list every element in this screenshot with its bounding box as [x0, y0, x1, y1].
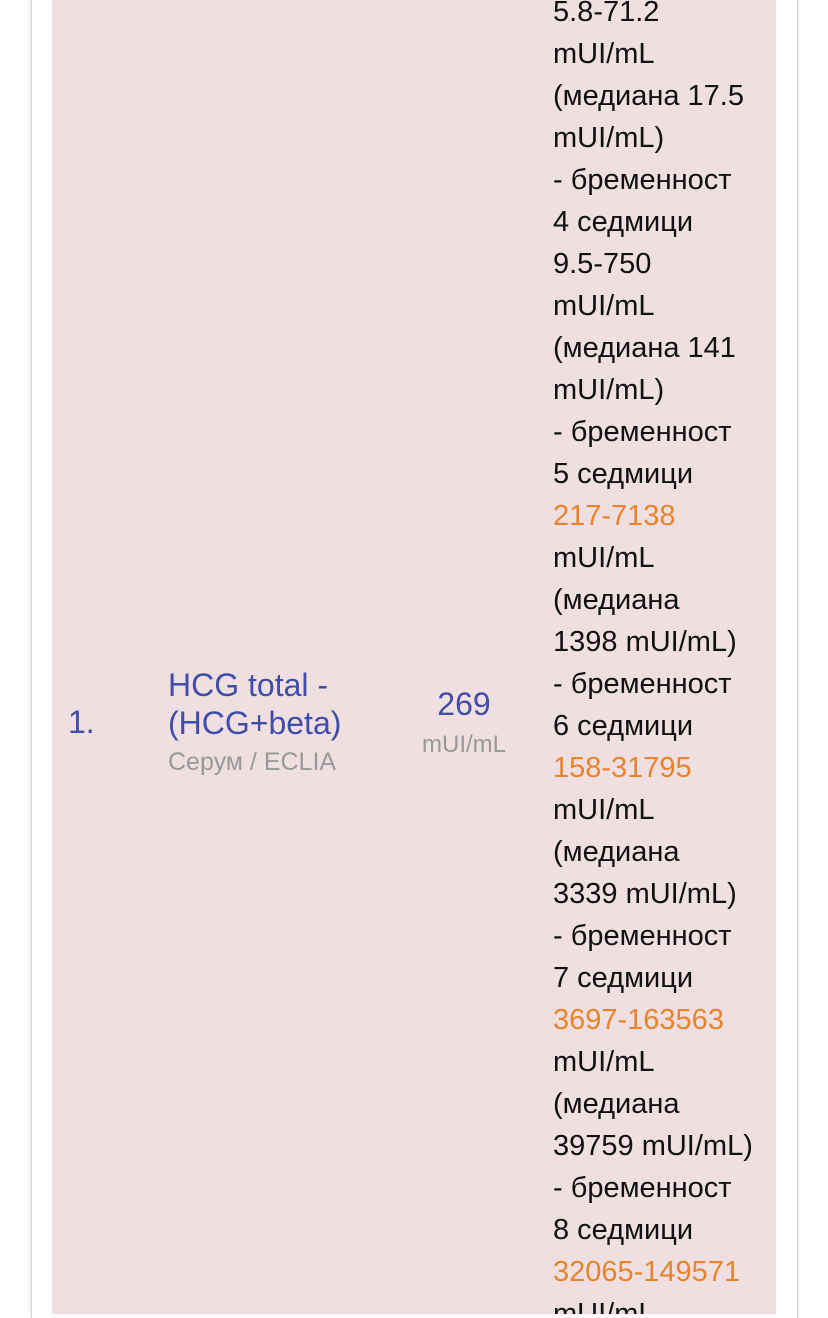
reference-line: 8 седмици — [553, 1214, 694, 1246]
reference-line: 9.5-750 — [553, 248, 652, 280]
reference-line: mUI/mL — [553, 794, 655, 826]
reference-line: 5 седмици — [553, 458, 694, 490]
reference-line: (медиана — [553, 1088, 680, 1120]
reference-line: - бременност — [553, 920, 732, 952]
reference-line: (медиана 141 — [553, 332, 736, 364]
reference-line: mUI/mL — [553, 290, 655, 322]
reference-line: 5.8-71.2 — [553, 0, 660, 28]
reference-line: mUI/mL) — [553, 122, 665, 154]
reference-line: 39759 mUI/mL) — [553, 1130, 753, 1162]
reference-line: - бременност — [553, 416, 732, 448]
reference-line: 4 седмици — [553, 206, 694, 238]
reference-line: 217-7138 — [553, 500, 676, 532]
reference-line: mUI/mL — [553, 1046, 655, 1078]
test-name[interactable]: HCG total - (HCG+beta) — [168, 667, 342, 741]
result-value: 269 — [437, 686, 491, 722]
sample-method: Серум / ECLIA — [168, 748, 337, 776]
reference-line: 7 седмици — [553, 962, 694, 994]
reference-line: mUI/mL) — [553, 374, 665, 406]
reference-line: (медиана — [553, 836, 680, 868]
row-number: 1. — [68, 704, 95, 740]
reference-line: mUI/mL — [553, 542, 655, 574]
reference-line: 158-31795 — [553, 752, 692, 784]
reference-line: mUI/mL — [553, 1298, 655, 1314]
reference-line: 32065-149571 — [553, 1256, 741, 1288]
reference-line: - бременност — [553, 164, 732, 196]
reference-line: 6 седмици — [553, 710, 694, 742]
reference-line: 3697-163563 — [553, 1004, 724, 1036]
reference-line: - бременност — [553, 1172, 732, 1204]
result-row: 1. HCG total - (HCG+beta) Серум / ECLIA … — [52, 0, 776, 1314]
result-unit: mUI/mL — [422, 731, 506, 758]
reference-line: mUI/mL — [553, 38, 655, 70]
reference-line: (медиана 17.5 — [553, 80, 744, 112]
reference-line: - бременност — [553, 668, 732, 700]
reference-line: 1398 mUI/mL) — [553, 626, 737, 658]
reference-line: (медиана — [553, 584, 680, 616]
reference-line: 3339 mUI/mL) — [553, 878, 737, 910]
